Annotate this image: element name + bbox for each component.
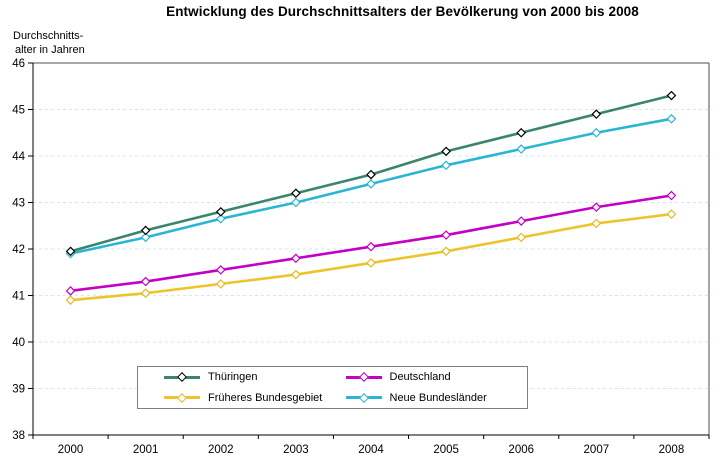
y-tick-label: 42 — [12, 244, 25, 256]
data-point-marker — [140, 288, 151, 299]
x-tick-label: 2007 — [584, 444, 610, 456]
data-point-marker — [441, 146, 451, 157]
y-axis-title-line1: Durchschnitts- — [13, 30, 84, 42]
legend-line-sample — [345, 372, 382, 383]
diamond-marker-icon — [358, 372, 369, 383]
data-point-marker — [441, 230, 451, 240]
y-tick-label: 40 — [12, 337, 25, 349]
data-point-marker — [366, 179, 376, 189]
data-point-marker — [215, 206, 226, 217]
data-point-marker — [65, 295, 76, 305]
data-point-marker — [516, 127, 527, 138]
legend-item-label: Deutschland — [389, 371, 451, 384]
legend-line-sample — [345, 392, 382, 403]
data-point-marker — [215, 213, 226, 224]
legend-item-label: Früheres Bundesgebiet — [208, 391, 323, 404]
data-point-marker — [666, 190, 677, 201]
legend-line-sample — [164, 392, 200, 403]
x-tick-label: 2008 — [659, 444, 685, 456]
data-point-marker — [666, 113, 677, 124]
data-point-marker — [291, 188, 301, 199]
legend: Thüringen Deutschland Früheres Bundesgeb… — [137, 366, 528, 409]
data-point-marker — [65, 286, 76, 296]
data-point-marker — [441, 160, 451, 171]
data-point-marker — [516, 216, 527, 226]
diamond-marker-icon — [358, 392, 369, 403]
data-point-marker — [140, 225, 151, 236]
data-point-marker — [65, 246, 76, 257]
y-axis-title: Durchschnitts- alter in Jahren — [13, 29, 85, 57]
data-point-marker — [366, 241, 376, 252]
x-tick-label: 2000 — [58, 444, 84, 456]
data-point-marker — [591, 202, 602, 212]
diamond-marker-icon — [177, 392, 187, 403]
y-tick-label: 38 — [12, 430, 25, 442]
legend-line-sample — [164, 372, 200, 383]
data-point-marker — [516, 232, 527, 243]
data-point-marker — [140, 276, 151, 287]
chart-title: Entwicklung des Durchschnittsalters der … — [166, 4, 639, 19]
legend-item-label: Thüringen — [208, 371, 258, 384]
y-tick-label: 44 — [12, 151, 25, 163]
legend-item-neue-bundeslaender: Neue Bundesländer — [345, 391, 528, 404]
y-tick-label: 43 — [12, 198, 25, 210]
x-tick-label: 2004 — [358, 444, 384, 456]
data-point-marker — [291, 253, 301, 264]
data-point-marker — [591, 109, 602, 119]
x-tick-label: 2003 — [283, 444, 309, 456]
data-point-marker — [591, 127, 602, 138]
diamond-marker-icon — [177, 372, 187, 383]
data-point-marker — [291, 269, 301, 280]
data-point-marker — [366, 258, 376, 268]
data-point-marker — [215, 279, 226, 289]
y-tick-label: 41 — [12, 291, 25, 303]
y-tick-label: 46 — [12, 58, 25, 70]
x-tick-label: 2001 — [133, 444, 159, 456]
legend-item-thueringen: Thüringen — [164, 371, 346, 383]
x-tick-label: 2005 — [433, 444, 459, 456]
legend-item-label: Neue Bundesländer — [389, 391, 487, 404]
x-tick-label: 2002 — [208, 444, 234, 456]
y-tick-label: 45 — [12, 105, 25, 117]
data-point-marker — [291, 197, 301, 208]
data-point-marker — [140, 232, 151, 243]
data-point-marker — [591, 218, 602, 229]
data-point-marker — [666, 209, 677, 219]
legend-item-deutschland: Deutschland — [345, 371, 528, 384]
data-point-marker — [366, 169, 376, 180]
legend-item-frueheres-bundesgebiet: Früheres Bundesgebiet — [164, 392, 346, 404]
y-tick-label: 39 — [12, 384, 25, 396]
data-point-marker — [215, 265, 226, 275]
data-point-marker — [666, 90, 677, 101]
y-axis-title-line2: alter in Jahren — [15, 44, 85, 56]
data-point-marker — [516, 144, 527, 154]
data-point-marker — [441, 246, 451, 257]
x-tick-label: 2006 — [508, 444, 534, 456]
